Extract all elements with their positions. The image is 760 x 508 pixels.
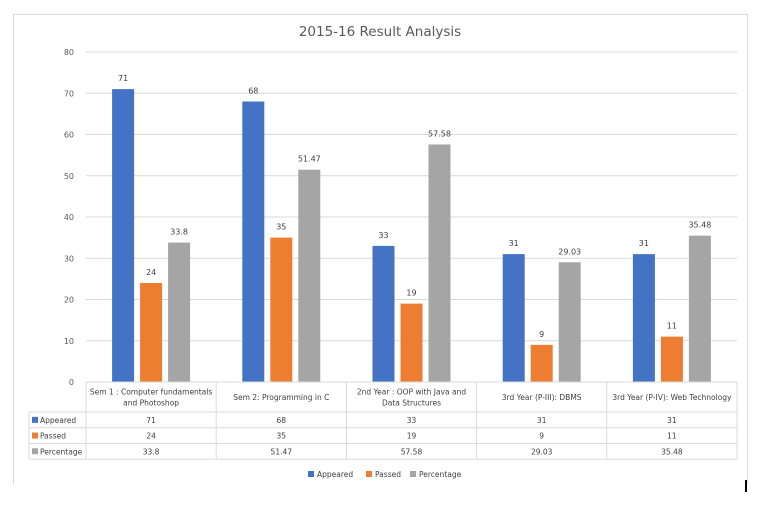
y-tick-label: 80 <box>64 48 74 57</box>
legend-key-passed <box>366 471 372 477</box>
data-label: 29.03 <box>558 247 581 256</box>
bar-passed-0 <box>140 283 163 382</box>
y-tick-label: 60 <box>64 131 74 140</box>
data-label: 31 <box>509 239 519 248</box>
y-tick-label: 70 <box>64 89 74 98</box>
bar-percentage-2 <box>428 144 451 382</box>
table-cell: 31 <box>537 416 547 425</box>
data-label: 51.47 <box>298 155 321 164</box>
data-label: 24 <box>146 268 156 277</box>
legend-label: Percentage <box>419 470 462 479</box>
table-cell: 9 <box>539 432 544 441</box>
table-series-name: Appeared <box>40 416 76 425</box>
y-axis-ticks: 0 10 20 30 40 50 60 70 80 <box>64 48 74 387</box>
table-legend-key <box>32 448 38 455</box>
bar-percentage-1 <box>298 169 321 382</box>
legend-label: Appeared <box>317 470 353 479</box>
bar-passed-2 <box>400 303 423 382</box>
table-cell: 33.8 <box>143 447 160 456</box>
y-tick-label: 0 <box>69 378 74 387</box>
data-label: 19 <box>406 289 416 298</box>
table-cell: 11 <box>667 432 677 441</box>
y-tick-label: 50 <box>64 172 74 181</box>
chart-title: 2015-16 Result Analysis <box>299 24 461 40</box>
legend: Appeared Passed Percentage <box>308 470 462 479</box>
bar-percentage-0 <box>168 242 191 382</box>
category-label: Sem 2: Programming in C <box>233 393 329 402</box>
gridlines <box>86 51 737 342</box>
bar-appeared-1 <box>242 101 265 382</box>
y-tick-label: 40 <box>64 213 74 222</box>
data-label: 33.8 <box>170 228 188 237</box>
table-cell: 29.03 <box>531 447 553 456</box>
legend-key-appeared <box>308 471 314 477</box>
y-tick-label: 20 <box>64 296 74 305</box>
table-cell: 68 <box>277 416 287 425</box>
data-label: 68 <box>248 87 258 96</box>
data-label: 31 <box>639 239 649 248</box>
category-label: 2nd Year : OOP with Java and <box>357 388 466 397</box>
data-table: Sem 1 : Computer fundamentals and Photosh… <box>28 381 738 460</box>
table-cell: 57.58 <box>401 447 423 456</box>
bar-passed-4 <box>660 336 683 382</box>
table-cell: 31 <box>667 416 677 425</box>
category-label: Sem 1 : Computer fundamentals <box>90 388 213 397</box>
table-series-name: Percentage <box>40 447 83 456</box>
bar-passed-1 <box>270 237 293 382</box>
bar-percentage-3 <box>558 262 581 382</box>
data-label: 33 <box>378 231 388 240</box>
data-label: 35.48 <box>688 221 711 230</box>
table-cell: 19 <box>407 432 417 441</box>
category-label: 3rd Year (P-III): DBMS <box>502 393 582 402</box>
bar-appeared-3 <box>502 254 525 382</box>
table-cell: 35 <box>277 432 287 441</box>
bar-appeared-2 <box>372 245 395 382</box>
text-cursor <box>745 480 747 492</box>
bars <box>112 89 711 382</box>
legend-key-percentage <box>410 471 416 477</box>
y-tick-label: 10 <box>64 337 74 346</box>
chart-frame <box>13 14 748 484</box>
table-cell: 35.48 <box>661 447 683 456</box>
data-label: 57.58 <box>428 129 451 138</box>
data-labels: 71 68 33 31 31 24 35 19 9 11 33.8 51.47 57.58 29.03 35… <box>118 74 711 339</box>
data-label: 9 <box>539 330 544 339</box>
data-label: 71 <box>118 74 128 83</box>
table-cell: 33 <box>407 416 417 425</box>
data-label: 35 <box>276 223 286 232</box>
bar-percentage-4 <box>688 235 711 382</box>
table-cell: 71 <box>146 416 156 425</box>
table-cell: 24 <box>146 432 156 441</box>
legend-label: Passed <box>375 470 401 479</box>
category-label: and Photoshop <box>123 399 179 408</box>
table-legend-key <box>32 416 38 423</box>
bar-appeared-4 <box>632 254 655 382</box>
table-legend-key <box>32 432 38 439</box>
table-series-name: Passed <box>40 432 66 441</box>
category-label: Data Structures <box>382 399 441 408</box>
bar-appeared-0 <box>112 89 135 382</box>
data-label: 11 <box>667 322 677 331</box>
category-label: 3rd Year (P-IV): Web Technology <box>612 393 732 402</box>
bar-passed-3 <box>530 344 553 382</box>
table-cell: 51.47 <box>271 447 293 456</box>
y-tick-label: 30 <box>64 254 74 263</box>
